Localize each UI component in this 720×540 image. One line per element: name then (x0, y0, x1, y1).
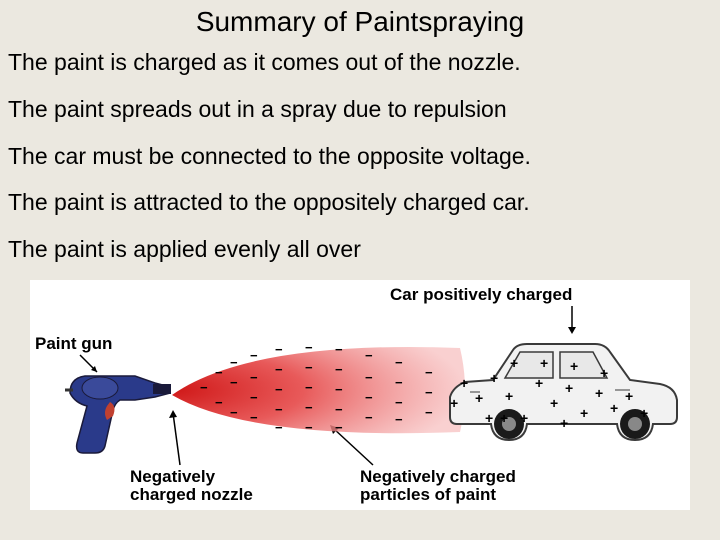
minus-mark: − (305, 420, 313, 435)
minus-mark: − (305, 360, 313, 375)
minus-mark: − (200, 380, 208, 395)
plus-mark: + (500, 410, 508, 426)
minus-mark: − (365, 348, 373, 363)
minus-mark: − (275, 402, 283, 417)
plus-mark: + (625, 388, 633, 404)
plus-mark: + (565, 380, 573, 396)
page-title: Summary of Paintspraying (0, 0, 720, 38)
plus-mark: + (520, 410, 528, 426)
minus-mark: − (275, 420, 283, 435)
plus-mark: + (560, 415, 568, 431)
plus-mark: + (535, 375, 543, 391)
minus-mark: − (250, 410, 258, 425)
plus-mark: + (540, 355, 548, 371)
plus-mark: + (485, 410, 493, 426)
minus-mark: − (335, 402, 343, 417)
minus-mark: − (395, 412, 403, 427)
minus-mark: − (215, 395, 223, 410)
minus-mark: − (275, 362, 283, 377)
minus-mark: − (395, 375, 403, 390)
plus-mark: + (600, 365, 608, 381)
plus-mark: + (475, 390, 483, 406)
diagram: Paint gun Car positively charged Negativ… (30, 280, 690, 510)
bullet-3: The car must be connected to the opposit… (0, 132, 720, 179)
minus-mark: − (335, 420, 343, 435)
plus-mark: + (490, 370, 498, 386)
minus-mark: − (365, 390, 373, 405)
minus-mark: − (250, 348, 258, 363)
neg-nozzle-label: Negatively charged nozzle (130, 468, 253, 505)
minus-mark: − (215, 365, 223, 380)
paint-gun-label: Paint gun (35, 335, 112, 354)
plus-mark: + (610, 400, 618, 416)
paint-gun-icon (65, 358, 175, 458)
minus-mark: − (305, 340, 313, 355)
car-icon (435, 332, 683, 452)
plus-mark: + (640, 405, 648, 421)
minus-mark: − (305, 400, 313, 415)
neg-particles-label: Negatively charged particles of paint (360, 468, 516, 505)
car-charged-label: Car positively charged (390, 286, 572, 305)
plus-mark: + (595, 385, 603, 401)
minus-mark: − (250, 370, 258, 385)
plus-mark: + (570, 358, 578, 374)
minus-mark: − (230, 355, 238, 370)
plus-mark: + (460, 375, 468, 391)
minus-mark: − (365, 370, 373, 385)
minus-mark: − (425, 365, 433, 380)
minus-mark: − (335, 362, 343, 377)
bullet-5: The paint is applied evenly all over (0, 225, 720, 272)
plus-mark: + (510, 355, 518, 371)
bullet-4: The paint is attracted to the oppositely… (0, 178, 720, 225)
minus-mark: − (395, 355, 403, 370)
minus-mark: − (425, 385, 433, 400)
minus-mark: − (335, 342, 343, 357)
minus-mark: − (365, 410, 373, 425)
bullet-2: The paint spreads out in a spray due to … (0, 85, 720, 132)
plus-mark: + (550, 395, 558, 411)
minus-mark: − (230, 405, 238, 420)
minus-mark: − (395, 395, 403, 410)
plus-mark: + (505, 388, 513, 404)
minus-mark: − (275, 342, 283, 357)
minus-mark: − (230, 375, 238, 390)
minus-mark: − (250, 390, 258, 405)
minus-mark: − (305, 380, 313, 395)
minus-mark: − (425, 405, 433, 420)
plus-mark: + (580, 405, 588, 421)
minus-mark: − (275, 382, 283, 397)
bullet-1: The paint is charged as it comes out of … (0, 38, 720, 85)
minus-mark: − (335, 382, 343, 397)
plus-mark: + (450, 395, 458, 411)
